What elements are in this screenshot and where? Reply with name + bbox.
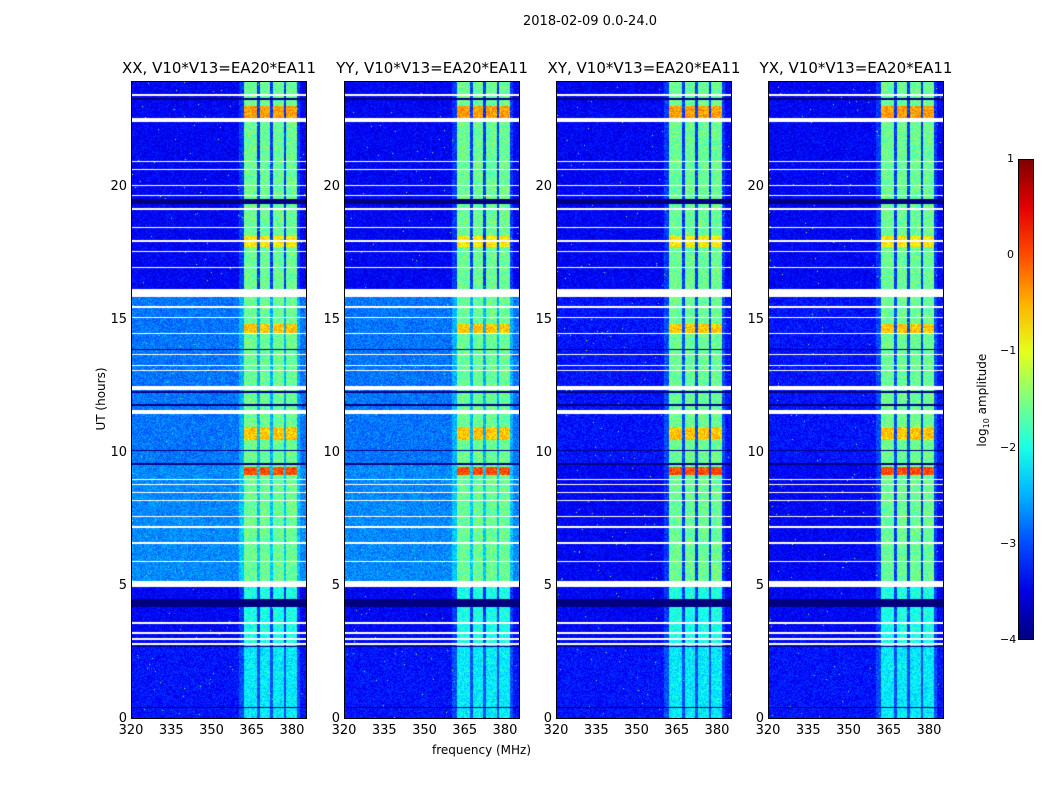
y-tick-label: 15 [747, 312, 764, 328]
x-tick-label: 320 [331, 723, 357, 738]
y-tick-label: 20 [747, 179, 764, 195]
x-tick-label: 335 [158, 723, 184, 738]
y-tick-label: 0 [331, 711, 340, 726]
spectrogram-panel-4 [768, 81, 944, 719]
y-tick-label: 5 [118, 578, 127, 594]
y-tick-label: 5 [543, 578, 552, 594]
heatmap-image [345, 82, 519, 718]
y-tick-label: 5 [755, 578, 764, 594]
colorbar-tick-label: 1 [1007, 152, 1014, 165]
x-tick-label: 350 [836, 723, 861, 738]
colorbar-tick-label: −3 [1000, 536, 1017, 550]
panel-title: XY, V10*V13=EA20*EA11 [547, 59, 741, 77]
colorbar-tick-label: 0 [1007, 248, 1014, 262]
y-tick-label: 20 [535, 179, 552, 195]
y-tick-label: 5 [331, 578, 340, 594]
figure-title: 2018-02-09 0.0-24.0 [523, 14, 657, 29]
y-tick-label: 0 [755, 711, 764, 726]
y-tick-label: 10 [110, 445, 127, 461]
x-tick-label: 380 [492, 723, 518, 738]
x-tick-label: 335 [795, 723, 821, 738]
x-tick-label: 380 [704, 723, 730, 738]
y-tick-label: 15 [110, 312, 127, 328]
x-tick-label: 320 [543, 723, 569, 738]
colorbar-tick-label: −1 [1000, 344, 1017, 358]
x-tick-label: 320 [755, 723, 781, 738]
x-tick-label: 365 [876, 723, 902, 738]
x-tick-label: 365 [452, 723, 478, 738]
spectrogram-panel-3 [556, 81, 732, 719]
panel-title: XX, V10*V13=EA20*EA11 [121, 59, 316, 77]
x-tick-label: 380 [916, 723, 942, 738]
x-tick-label: 365 [239, 723, 265, 738]
spectrogram-panel-1 [131, 81, 307, 719]
x-tick-label: 350 [412, 723, 437, 738]
y-tick-label: 20 [110, 179, 127, 195]
x-tick-label: 365 [664, 723, 690, 738]
colorbar-tick-label: −4 [1000, 633, 1017, 646]
colorbar-label: log10 amplitude [974, 353, 992, 447]
heatmap-image [132, 82, 306, 718]
y-tick-label: 10 [535, 445, 552, 461]
panel-title: YX, V10*V13=EA20*EA11 [759, 59, 953, 77]
y-tick-label: 0 [543, 711, 552, 726]
y-axis-label: UT (hours) [94, 367, 108, 431]
y-tick-label: 15 [535, 312, 552, 328]
y-tick-label: 15 [323, 312, 340, 328]
y-tick-label: 0 [118, 711, 127, 726]
x-tick-label: 380 [279, 723, 305, 738]
x-tick-label: 335 [371, 723, 397, 738]
panel-title: YY, V10*V13=EA20*EA11 [336, 59, 528, 77]
x-tick-label: 335 [583, 723, 609, 738]
x-tick-label: 320 [118, 723, 144, 738]
x-tick-label: 350 [624, 723, 649, 738]
x-tick-label: 350 [199, 723, 224, 738]
y-tick-label: 10 [323, 445, 340, 461]
x-axis-label: frequency (MHz) [432, 743, 532, 757]
colorbar-tick-label: −2 [1000, 440, 1017, 454]
heatmap-image [769, 82, 943, 718]
heatmap-image [557, 82, 731, 718]
spectrogram-panel-2 [344, 81, 520, 719]
y-tick-label: 10 [747, 445, 764, 461]
colorbar [1018, 159, 1034, 640]
y-tick-label: 20 [323, 179, 340, 195]
